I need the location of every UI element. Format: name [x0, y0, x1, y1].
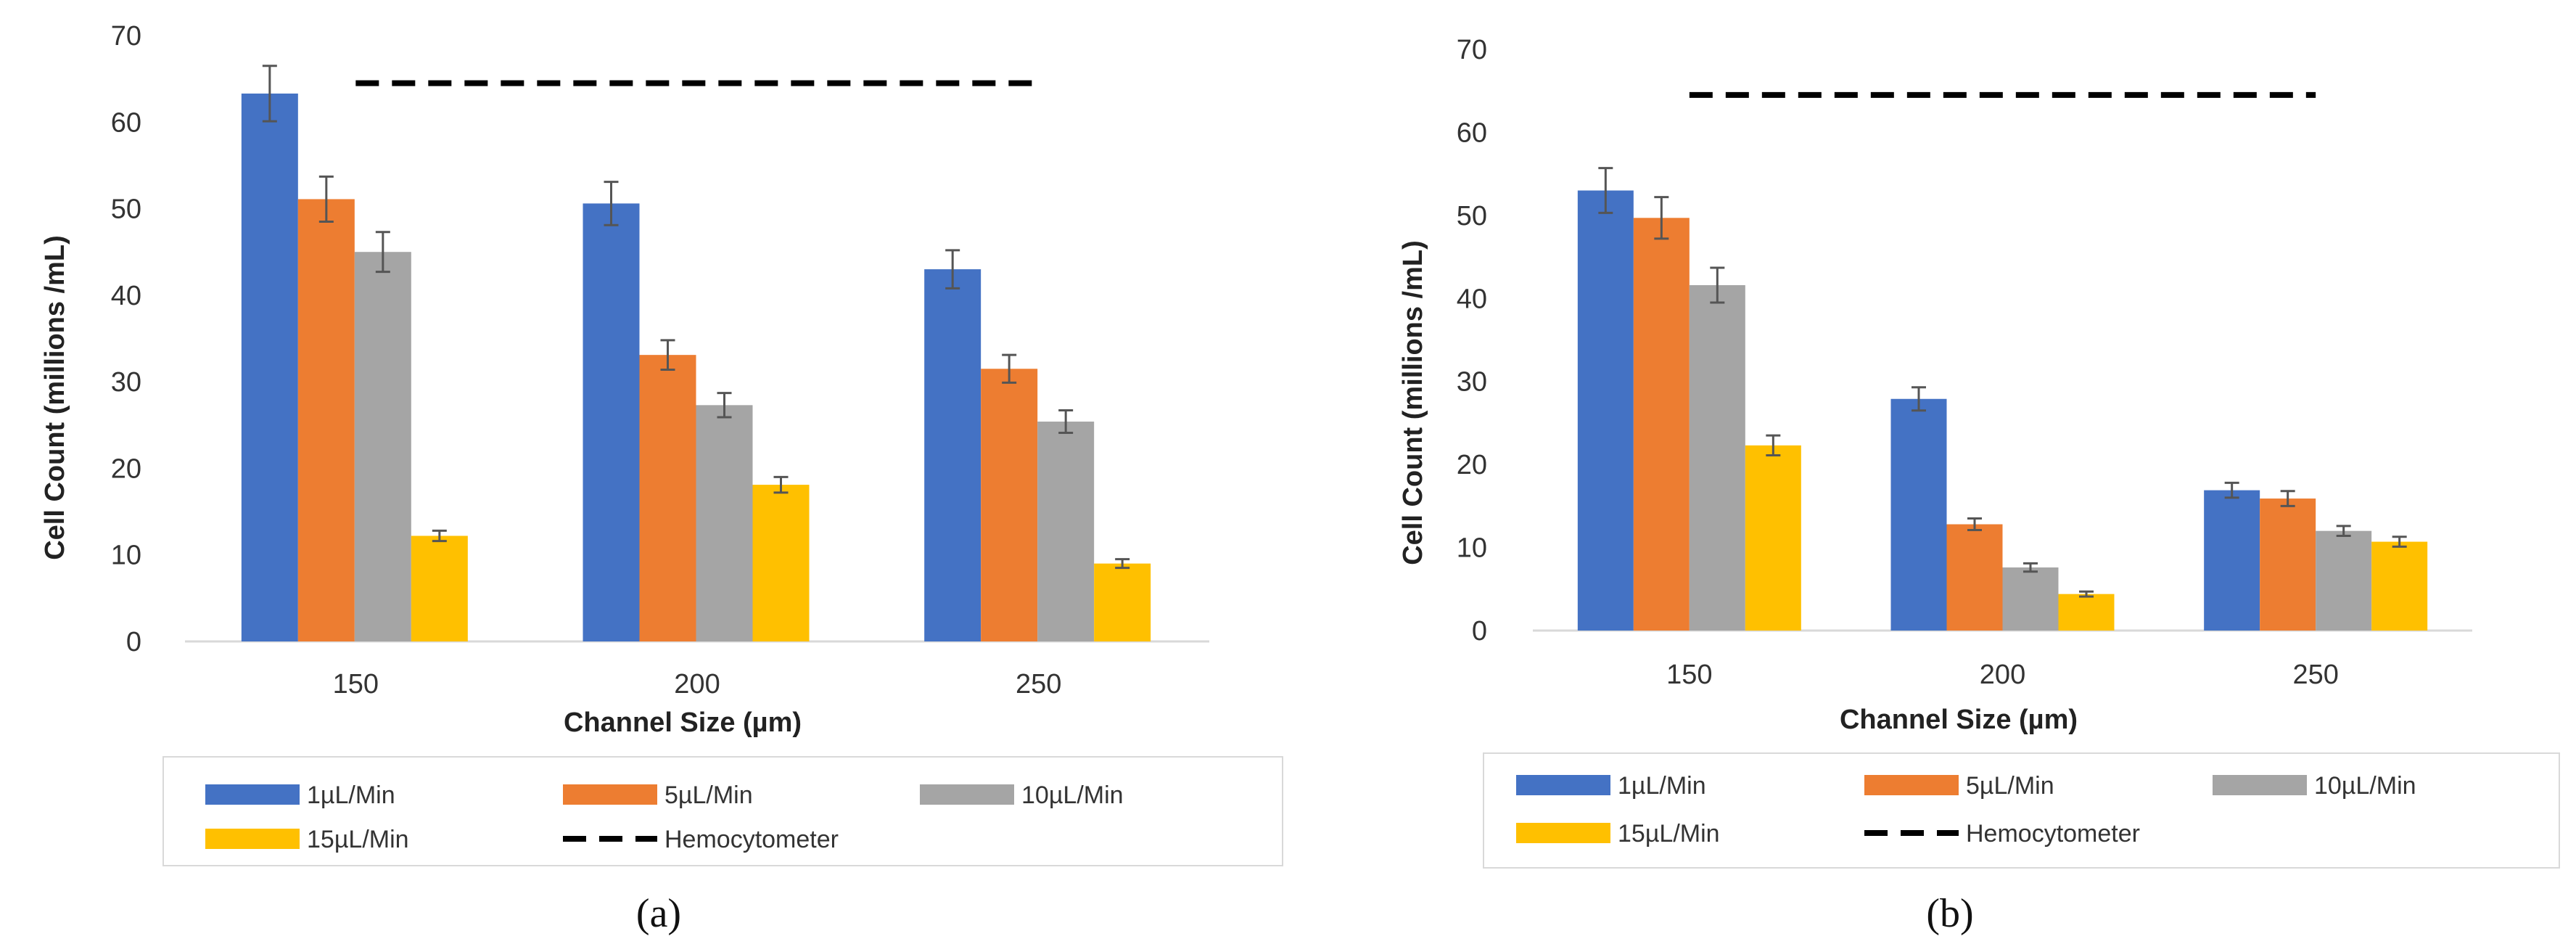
bar-b-150-1 — [1633, 218, 1690, 631]
legend-swatch-a-15ul — [205, 829, 300, 849]
caption-b: (b) — [1926, 891, 1973, 936]
x-tick-label-a-200: 200 — [674, 669, 720, 699]
bar-b-200-0 — [1890, 398, 1947, 631]
bar-a-250-2 — [1037, 422, 1095, 641]
y-tick-label-a-60: 60 — [111, 107, 141, 138]
y-tick-label-a-50: 50 — [111, 194, 141, 225]
bar-b-250-1 — [2260, 498, 2316, 631]
bar-a-250-0 — [924, 269, 982, 642]
plot-area-a: 0 10 20 30 40 50 60 70 150 200 250 — [111, 21, 1209, 699]
legend-swatch-a-10ul — [920, 784, 1014, 805]
legend-swatch-b-5ul — [1864, 775, 1959, 795]
bar-a-200-0 — [583, 203, 640, 641]
bar-a-200-3 — [752, 485, 810, 641]
bar-a-150-0 — [241, 93, 298, 641]
caption-a: (a) — [636, 891, 681, 936]
y-tick-label-b-30: 30 — [1457, 367, 1487, 398]
bar-b-150-2 — [1689, 284, 1745, 631]
x-tick-label-b-200: 200 — [1980, 660, 2025, 690]
legend-label-b-15ul: 15µL/Min — [1618, 820, 1720, 848]
y-tick-label-b-10: 10 — [1457, 533, 1487, 564]
legend-frame-a — [162, 756, 1283, 866]
legend-swatch-b-10ul — [2213, 775, 2307, 795]
bar-a-200-2 — [696, 405, 753, 641]
bar-b-250-2 — [2316, 530, 2372, 631]
legend-label-b-hemocytometer: Hemocytometer — [1966, 820, 2140, 848]
legend-a: 1µL/Min 5µL/Min 10µL/Min 15µL/Min Hemocy… — [162, 756, 1283, 866]
legend-label-a-5ul: 5µL/Min — [664, 781, 753, 809]
bar-b-200-1 — [1946, 524, 2003, 631]
y-tick-label-a-70: 70 — [111, 21, 141, 52]
x-axis-title-a: Channel Size (µm) — [564, 707, 802, 738]
legend-label-a-10ul: 10µL/Min — [1021, 781, 1124, 809]
bar-a-150-1 — [297, 199, 355, 641]
y-tick-label-a-20: 20 — [111, 454, 141, 484]
y-tick-label-b-40: 40 — [1457, 284, 1487, 314]
y-tick-label-a-30: 30 — [111, 367, 141, 398]
y-axis-title-a: Cell Count (millions /mL) — [40, 235, 70, 560]
bar-b-200-2 — [2002, 567, 2059, 631]
legend-label-a-hemocytometer: Hemocytometer — [664, 826, 839, 853]
y-tick-label-b-50: 50 — [1457, 201, 1487, 231]
y-tick-label-b-0: 0 — [1472, 616, 1487, 647]
legend-swatch-b-15ul — [1516, 823, 1610, 843]
bar-b-150-0 — [1577, 190, 1634, 631]
bar-a-150-2 — [354, 252, 411, 641]
legend-frame-b — [1483, 752, 2560, 869]
legend-label-b-10ul: 10µL/Min — [2314, 772, 2416, 800]
y-axis-title-b: Cell Count (millions /mL) — [1398, 240, 1428, 565]
y-tick-label-a-0: 0 — [126, 627, 141, 657]
x-axis-title-b: Channel Size (µm) — [1840, 705, 2078, 735]
bar-a-150-3 — [411, 536, 468, 641]
y-tick-label-a-40: 40 — [111, 281, 141, 311]
y-tick-label-b-60: 60 — [1457, 118, 1487, 148]
bar-b-150-3 — [1745, 445, 1801, 631]
bar-a-250-1 — [981, 369, 1038, 641]
bar-b-200-3 — [2058, 594, 2115, 631]
y-tick-label-a-10: 10 — [111, 541, 141, 571]
chart-panel-a: Cell Count (millions /mL) Channel Size (… — [40, 21, 1283, 936]
chart-panel-b: Cell Count (millions /mL) Channel Size (… — [1398, 35, 2560, 936]
legend-label-b-5ul: 5µL/Min — [1966, 772, 2054, 800]
y-tick-label-b-70: 70 — [1457, 35, 1487, 65]
legend-label-a-15ul: 15µL/Min — [307, 826, 409, 853]
legend-swatch-a-1ul — [205, 784, 300, 805]
y-tick-label-b-20: 20 — [1457, 450, 1487, 480]
x-tick-label-b-150: 150 — [1666, 660, 1712, 690]
bar-a-200-1 — [639, 355, 696, 641]
legend-label-b-1ul: 1µL/Min — [1618, 772, 1706, 800]
legend-swatch-a-5ul — [563, 784, 657, 805]
legend-label-a-1ul: 1µL/Min — [307, 781, 395, 809]
bar-b-250-3 — [2371, 541, 2428, 631]
plot-area-b: 0 10 20 30 40 50 60 70 150 200 250 — [1457, 35, 2472, 690]
legend-b: 1µL/Min 5µL/Min 10µL/Min 15µL/Min Hemocy… — [1483, 752, 2560, 869]
x-tick-label-a-250: 250 — [1016, 669, 1061, 699]
bar-b-250-0 — [2204, 490, 2260, 631]
legend-swatch-b-1ul — [1516, 775, 1610, 795]
x-tick-label-a-150: 150 — [333, 669, 379, 699]
x-tick-label-b-250: 250 — [2292, 660, 2338, 690]
bar-a-250-3 — [1094, 563, 1151, 641]
